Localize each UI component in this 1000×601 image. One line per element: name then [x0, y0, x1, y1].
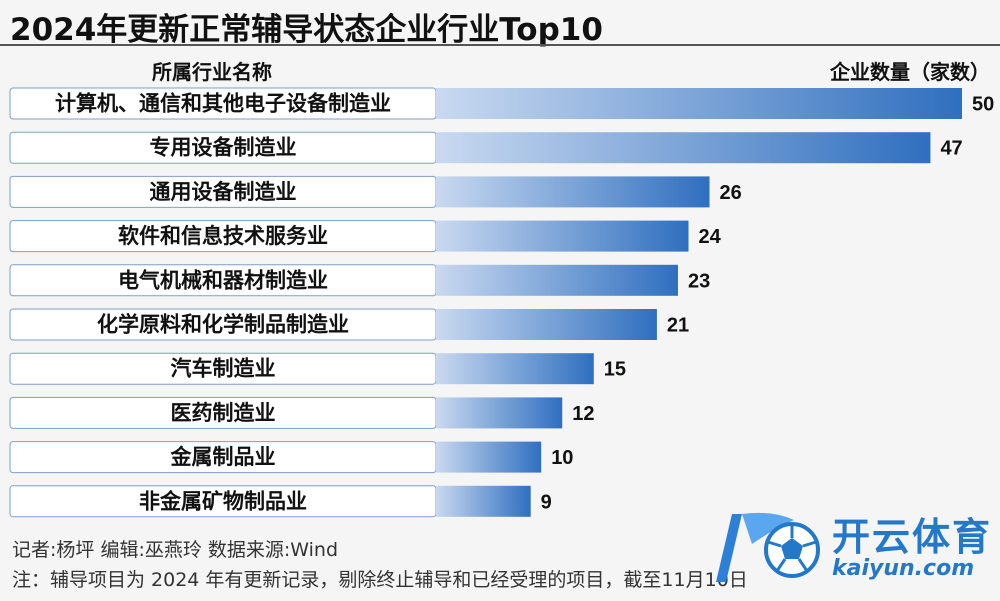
category-label: 金属制品业: [170, 445, 276, 469]
category-label: 医药制造业: [171, 401, 276, 425]
category-label: 电气机械和器材制造业: [118, 268, 328, 292]
chart-title: 2024年更新正常辅导状态企业行业Top10: [10, 12, 603, 48]
bar: [436, 132, 931, 164]
value-label: 23: [688, 270, 710, 292]
value-label: 12: [572, 403, 594, 425]
bar: [436, 264, 678, 296]
bar: [436, 441, 542, 473]
category-column-header: 所属行业名称: [152, 60, 272, 84]
category-label: 专用设备制造业: [150, 136, 297, 160]
value-label: 15: [604, 359, 626, 381]
value-label: 10: [551, 447, 573, 469]
category-label: 汽车制造业: [171, 357, 276, 381]
credits-line: 记者:杨坪 编辑:巫燕玲 数据来源:Wind: [12, 539, 339, 561]
category-label: 软件和信息技术服务业: [118, 224, 328, 248]
bar-chart: 计算机、通信和其他电子设备制造业 50 专用设备制造业 47 通用设备制造业 26 软件和信…: [9, 87, 994, 518]
bar: [436, 397, 563, 429]
watermark-url: kaiyun.com: [832, 556, 975, 581]
category-label: 通用设备制造业: [150, 180, 297, 204]
value-label: 21: [667, 315, 689, 337]
value-label: 24: [698, 226, 721, 248]
bar: [436, 353, 594, 385]
category-label: 化学原料和化学制品制造业: [97, 313, 349, 337]
bar: [436, 88, 962, 119]
soccer-ball-logo-icon: [716, 512, 820, 582]
bar: [436, 485, 531, 517]
value-label: 9: [541, 491, 552, 513]
bar: [436, 176, 710, 208]
bar: [436, 309, 657, 340]
value-label: 26: [720, 182, 742, 204]
bar: [436, 220, 689, 252]
value-column-header: 企业数量（家数）: [830, 60, 990, 84]
category-label: 非金属矿物制品业: [139, 489, 307, 513]
note-line: 注：辅导项目为 2024 年有更新记录，剔除终止辅导和已经受理的项目，截至11月…: [12, 569, 748, 591]
value-label: 47: [940, 138, 962, 160]
value-label: 50: [972, 94, 994, 116]
watermark-brand: 开云体育: [832, 515, 993, 559]
category-label: 计算机、通信和其他电子设备制造业: [55, 92, 391, 116]
bars-layer: 计算机、通信和其他电子设备制造业 50 专用设备制造业 47 通用设备制造业 26 软件和信…: [9, 87, 994, 518]
title-divider: [0, 44, 1000, 46]
